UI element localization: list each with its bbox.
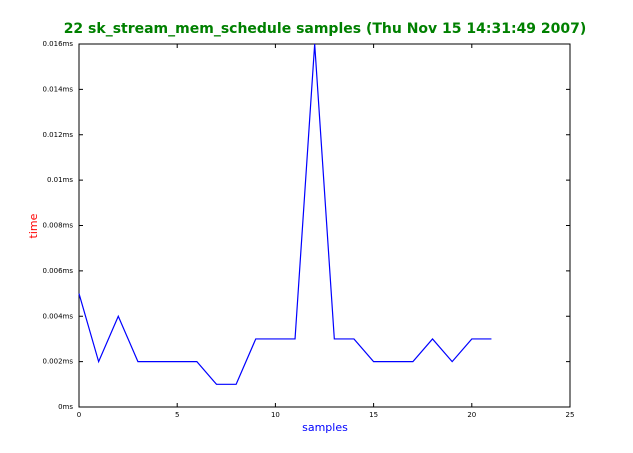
y-tick-label: 0.016ms bbox=[42, 40, 73, 48]
y-tick-label: 0.01ms bbox=[47, 176, 73, 184]
data-line bbox=[78, 43, 492, 385]
y-tick-label: 0.014ms bbox=[42, 85, 73, 93]
x-tick-label: 20 bbox=[467, 411, 476, 419]
y-axis-label: time bbox=[27, 213, 40, 238]
chart-title: 22 sk_stream_mem_schedule samples (Thu N… bbox=[64, 21, 587, 37]
y-tick-label: 0.004ms bbox=[42, 312, 73, 320]
x-tick-label: 10 bbox=[271, 411, 280, 419]
y-tick-label: 0.006ms bbox=[42, 267, 73, 275]
x-tick-label: 5 bbox=[175, 411, 179, 419]
plot-area bbox=[78, 43, 571, 408]
x-tick-label: 15 bbox=[369, 411, 378, 419]
y-tick-label: 0.012ms bbox=[42, 131, 73, 139]
y-tick-label: 0.002ms bbox=[42, 358, 73, 366]
x-tick-label: 25 bbox=[566, 411, 575, 419]
y-tick-label: 0ms bbox=[58, 403, 73, 411]
x-tick-label: 0 bbox=[77, 411, 81, 419]
x-axis-label: samples bbox=[302, 421, 348, 434]
y-tick-label: 0.008ms bbox=[42, 222, 73, 230]
